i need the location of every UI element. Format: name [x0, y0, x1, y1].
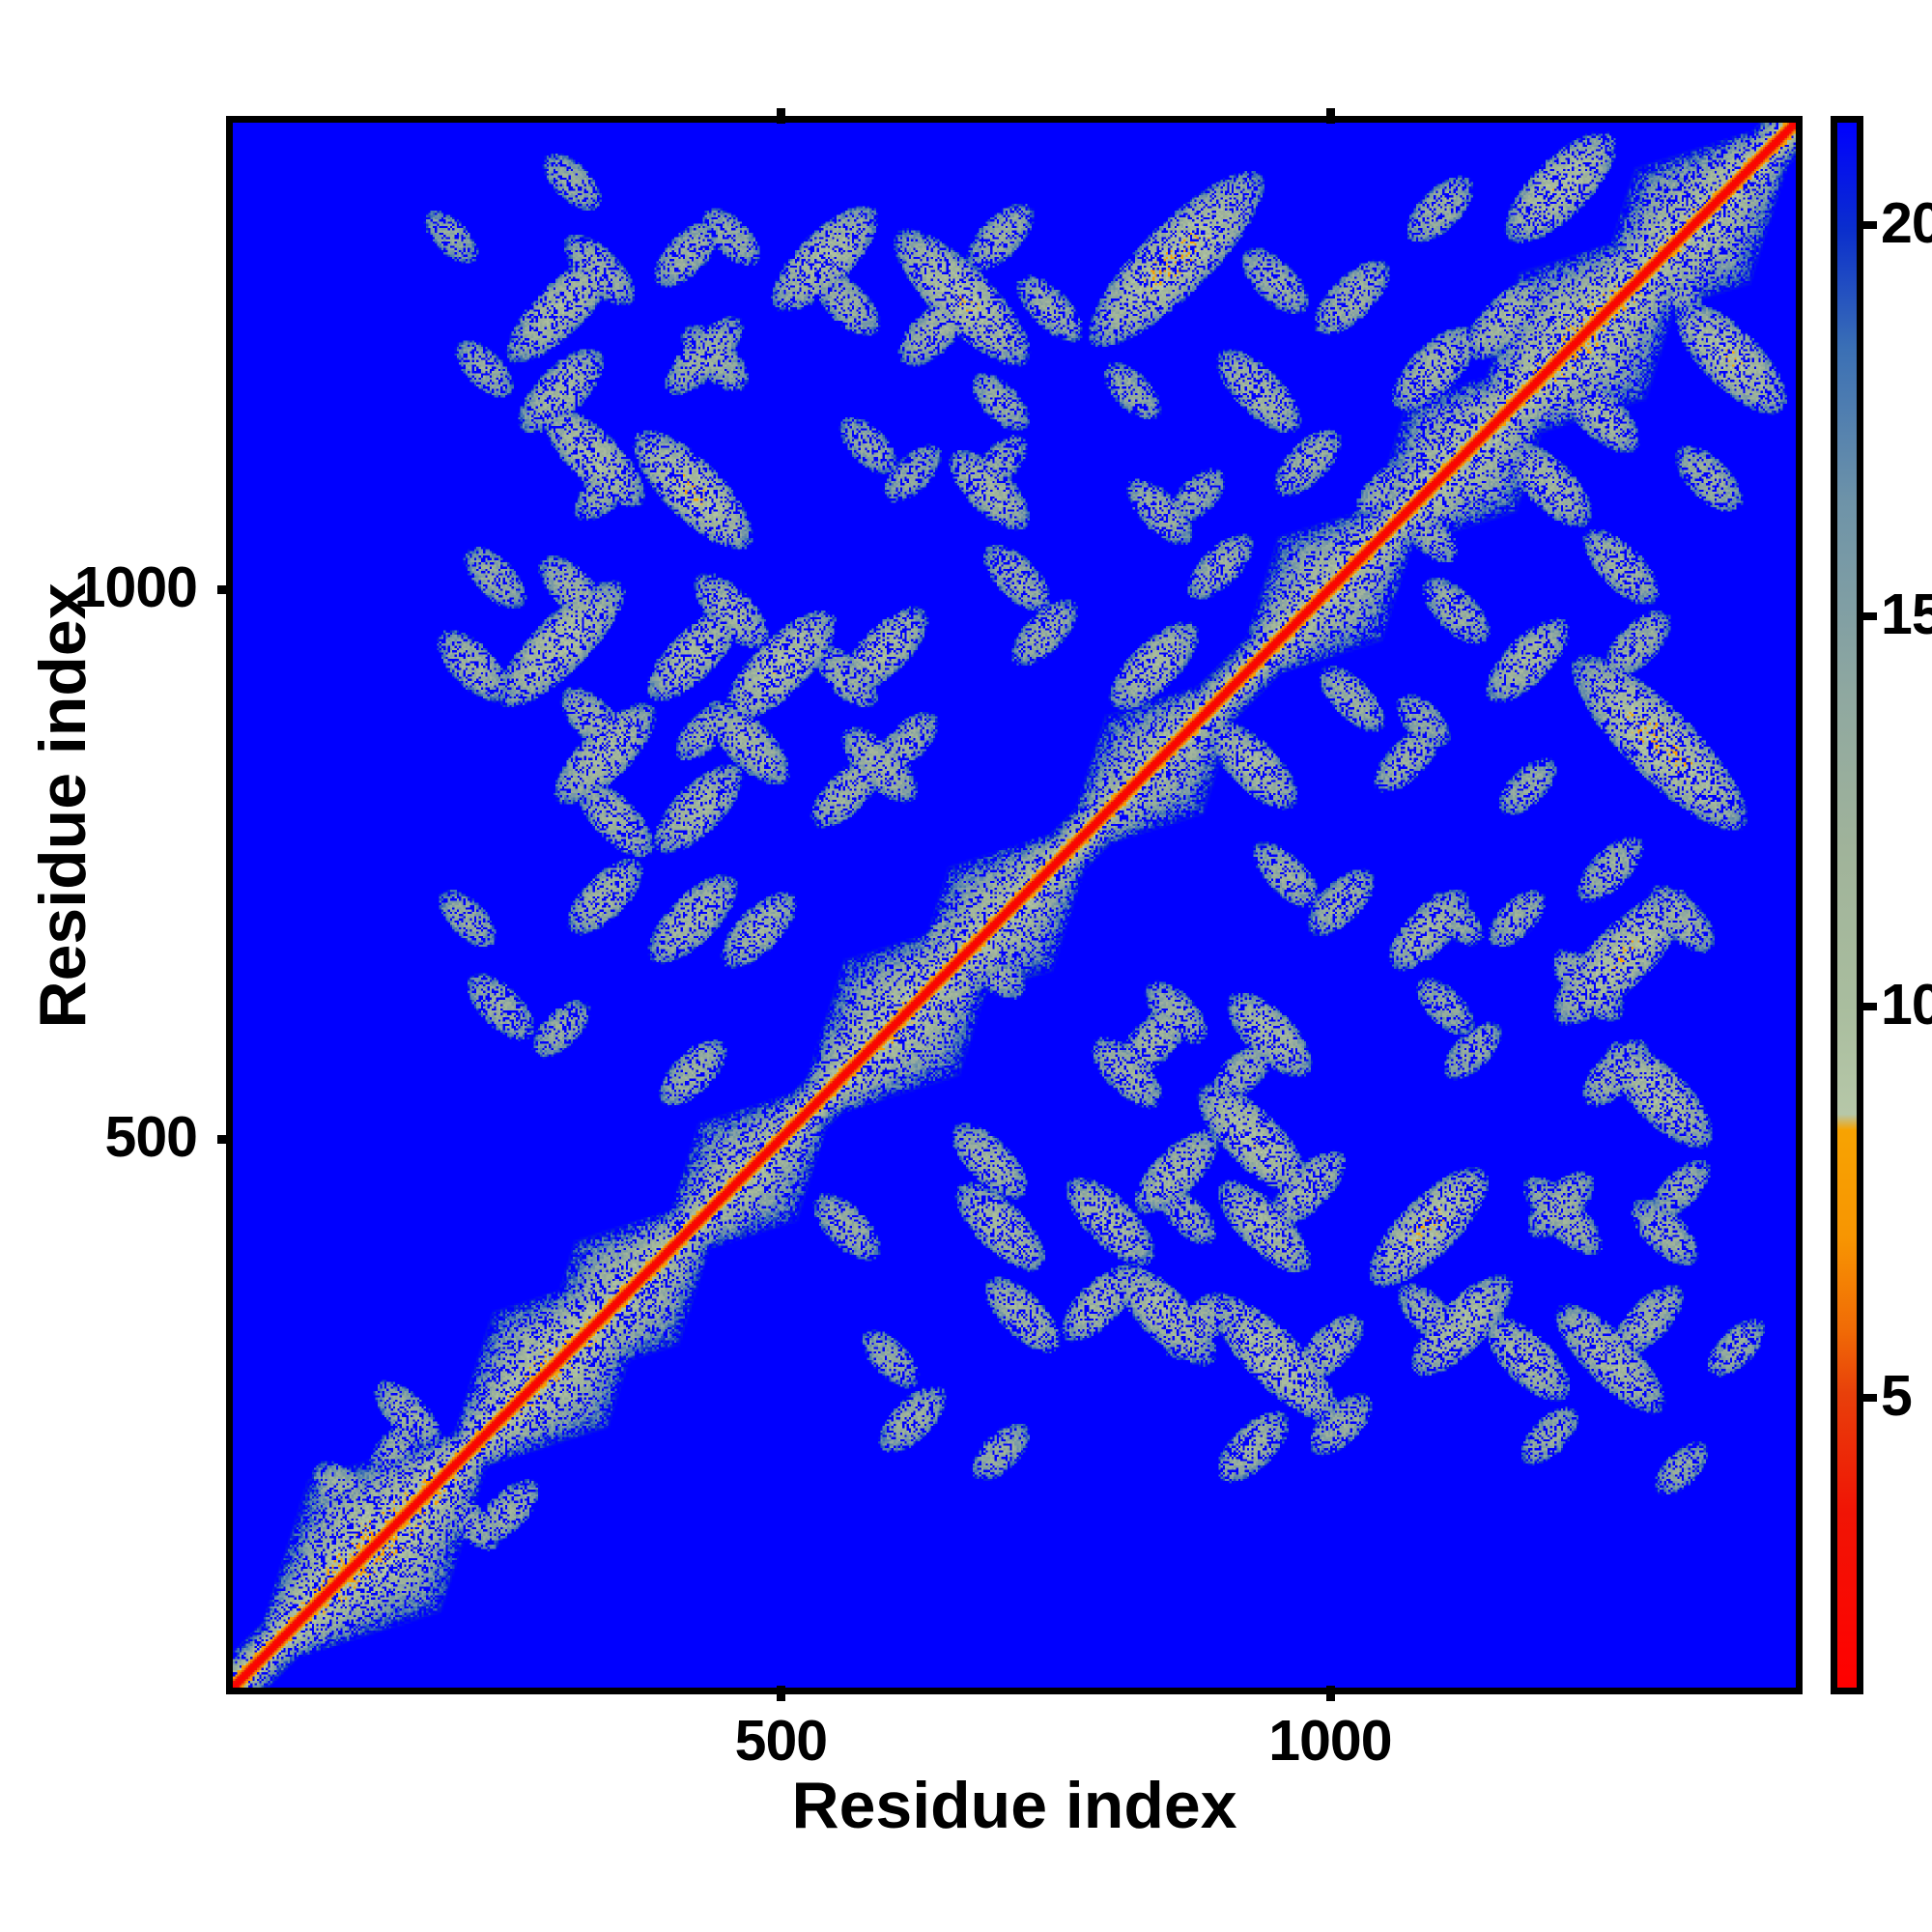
y-axis-tick-label: 500 [104, 1104, 198, 1169]
colorbar-gradient [1837, 123, 1857, 1688]
heatmap-plot-area[interactable] [226, 116, 1803, 1694]
y-axis-tick-label: 1000 [73, 554, 198, 619]
colorbar-tick-label: 20 [1881, 191, 1932, 256]
y-axis-title: Residue index [26, 582, 99, 1029]
x-axis-tick-label: 1000 [1268, 1709, 1392, 1773]
x-axis-tick-mark [777, 1686, 786, 1701]
y-axis-tick-mark [217, 1134, 233, 1144]
colorbar[interactable] [1831, 116, 1863, 1694]
colorbar-tick-label: 10 [1881, 973, 1932, 1037]
x-axis-title: Residue index [791, 1769, 1237, 1842]
x-axis-tick-mark [1325, 1686, 1335, 1701]
colorbar-tick-mark [1862, 221, 1877, 230]
colorbar-tick-mark [1862, 1003, 1877, 1011]
x-axis-tick-mark-top [1325, 108, 1335, 124]
colorbar-tick-mark [1862, 1393, 1877, 1402]
colorbar-tick-label: 15 [1881, 582, 1932, 646]
distance-map-canvas[interactable] [233, 123, 1796, 1688]
x-axis-tick-mark-top [777, 108, 786, 124]
colorbar-group: 5 10 15 20 [1831, 116, 1932, 1694]
colorbar-tick-label: 5 [1881, 1363, 1913, 1428]
x-axis-tick-label: 500 [734, 1709, 828, 1773]
colorbar-tick-mark [1862, 611, 1877, 620]
y-axis-tick-mark [217, 584, 233, 594]
